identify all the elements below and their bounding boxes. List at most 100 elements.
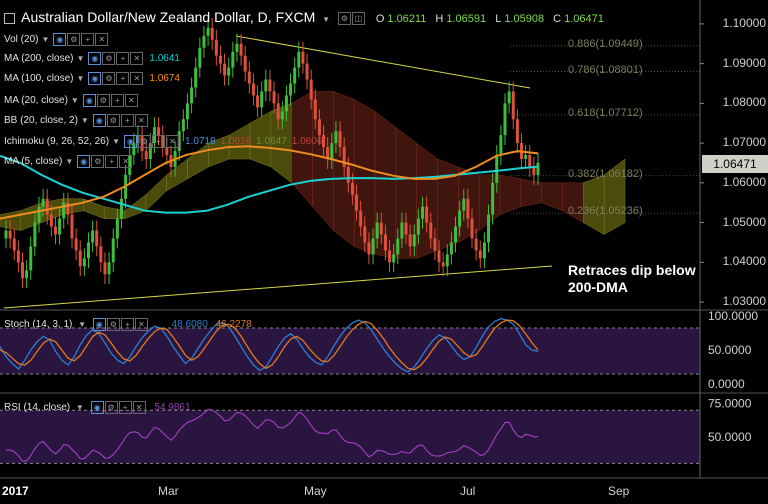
add-icon[interactable]: + [110,94,124,107]
indicator-label[interactable]: Ichimoku (9, 26, 52, 26) [4,136,110,148]
indicator-controls: ◉ ⚙ + ✕ [82,94,139,108]
indicator-label[interactable]: BB (20, close, 2) [4,115,78,127]
candle-body [185,103,189,120]
settings-icon[interactable]: ⚙ [104,401,118,414]
y-tick-label: 1.07000 [722,135,766,150]
collapse-icon[interactable] [4,12,15,24]
x-tick-label: 2017 [2,484,29,498]
chevron-down-icon[interactable]: ▼ [322,15,331,24]
add-icon[interactable]: + [81,33,95,46]
settings-icon[interactable]: ⚙ [106,318,120,331]
candle-body [499,135,503,156]
close-label: C [553,13,562,25]
settings-icon[interactable]: ⚙ [102,52,116,65]
x-tick-label: Mar [158,484,179,498]
settings-icon[interactable]: ⚙ [67,33,81,46]
stoch-d-value: 46.2278 [215,319,252,331]
candle-body [264,79,268,92]
close-icon[interactable]: ✕ [130,52,144,65]
settings-icon[interactable]: ⚙ [91,155,105,168]
candle-body [128,155,132,175]
eye-icon[interactable]: ◉ [53,33,67,46]
indicator-label[interactable]: MA (100, close) [4,73,74,85]
y-tick-label: 1.05000 [722,214,766,229]
candle-body [350,182,354,195]
close-icon[interactable]: ✕ [124,94,138,107]
add-icon[interactable]: + [118,401,132,414]
close-icon[interactable]: ✕ [132,401,146,414]
indicator-controls: ◉ ⚙ + ✕ [123,135,180,149]
chevron-down-icon[interactable]: ▼ [70,96,79,106]
indicator-row: MA (5, close) ▼ ◉ ⚙ + ✕ [4,155,133,169]
close-icon[interactable]: ✕ [130,72,144,85]
eye-icon[interactable]: ◉ [92,318,106,331]
fib-label: 0.786(1.08801) [568,63,643,76]
settings-icon[interactable]: ⚙ [137,135,151,148]
eye-icon[interactable]: ◉ [82,94,96,107]
candle-body [82,258,86,267]
settings-icon[interactable]: ⚙ [102,72,116,85]
add-icon[interactable]: + [116,52,130,65]
candle-body [495,155,499,183]
add-icon[interactable]: + [105,155,119,168]
candle-body [53,226,57,235]
eye-icon[interactable]: ◉ [77,155,91,168]
eye-icon[interactable]: ◉ [90,401,104,414]
eye-icon[interactable]: ◉ [123,135,137,148]
candle-body [392,254,396,263]
indicator-label[interactable]: MA (5, close) [4,156,63,168]
candle-body [503,103,507,136]
candle-body [289,83,293,96]
chevron-down-icon[interactable]: ▼ [78,320,87,330]
candle-body [58,218,62,235]
candle-body [536,162,540,175]
candle-body [425,206,429,223]
chevron-down-icon[interactable]: ▼ [80,116,89,126]
close-icon[interactable]: ✕ [165,135,179,148]
eye-icon[interactable]: ◉ [88,72,102,85]
candle-body [29,246,33,271]
add-icon[interactable]: + [120,318,134,331]
indicator-label[interactable]: MA (200, close) [4,53,74,65]
close-icon[interactable]: ✕ [95,33,109,46]
settings-icon[interactable]: ⚙ [337,11,351,25]
chevron-down-icon[interactable]: ▼ [112,137,120,147]
symbol-title[interactable]: Australian Dollar/New Zealand Dollar, D,… [21,9,316,25]
ichimoku-cloud [0,91,626,259]
chevron-down-icon[interactable]: ▼ [65,157,74,167]
cloud-segment [541,182,563,212]
chevron-down-icon[interactable]: ▼ [76,54,85,64]
settings-icon[interactable]: ⚙ [106,114,120,127]
eye-icon[interactable]: ◉ [92,114,106,127]
candle-body [37,206,41,223]
candle-body [119,198,123,219]
indicator-label[interactable]: MA (20, close) [4,95,68,107]
add-icon[interactable]: + [116,72,130,85]
candle-body [301,51,305,64]
chevron-down-icon[interactable]: ▼ [41,35,50,45]
candle-body [515,119,519,144]
add-icon[interactable]: + [151,135,165,148]
candle-body [404,222,408,235]
candle-body [177,131,181,152]
add-icon[interactable]: + [120,114,134,127]
candle-body [148,143,152,159]
candle-body [367,242,371,255]
source-icon[interactable]: ◫ [351,11,365,25]
rsi-label[interactable]: RSI (14, close) [4,402,71,414]
settings-icon[interactable]: ⚙ [96,94,110,107]
chevron-down-icon[interactable]: ▼ [76,74,85,84]
close-icon[interactable]: ✕ [134,114,148,127]
close-icon[interactable]: ✕ [134,318,148,331]
close-icon[interactable]: ✕ [119,155,133,168]
candle-body [421,206,425,219]
candle-body [284,95,288,112]
indicator-label[interactable]: Vol (20) [4,34,39,46]
ma200-line [0,154,539,214]
candle-body [429,222,433,239]
eye-icon[interactable]: ◉ [88,52,102,65]
stoch-label[interactable]: Stoch (14, 3, 1) [4,319,73,331]
ohlc-readout: O 1.06211 H 1.06591 L 1.05908 C 1.06471 [376,13,610,25]
chevron-down-icon[interactable]: ▼ [75,403,84,413]
candle-body [338,131,342,148]
